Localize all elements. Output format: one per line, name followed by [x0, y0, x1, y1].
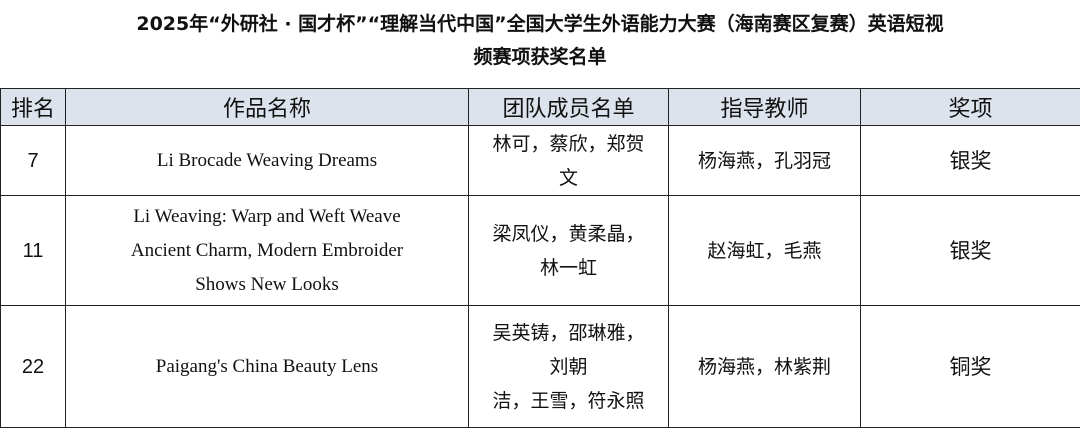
work-line: Paigang's China Beauty Lens	[70, 350, 464, 384]
advisors-cell: 杨海燕，林紫荆	[669, 306, 861, 428]
header-row: 排名 作品名称 团队成员名单 指导教师 奖项	[1, 89, 1080, 126]
advisors-cell: 赵海虹，毛燕	[669, 196, 861, 306]
work-line: Li Weaving: Warp and Weft Weave	[70, 200, 464, 234]
members-line: 洁，王雪，符永照	[473, 384, 664, 418]
title-line: 频赛项获奖名单	[0, 41, 1080, 74]
award-cell: 银奖	[861, 126, 1080, 196]
work-cell: Paigang's China Beauty Lens	[66, 306, 469, 428]
document-title: 2025年“外研社 · 国才杯”“理解当代中国”全国大学生外语能力大赛（海南赛区…	[0, 8, 1080, 74]
members-line: 梁凤仪，黄柔晶，	[473, 217, 664, 251]
header-rank: 排名	[1, 89, 66, 126]
advisors-cell: 杨海燕，孔羽冠	[669, 126, 861, 196]
members-cell: 吴英铸，邵琳雅，刘朝洁，王雪，符永照	[469, 306, 669, 428]
table-row: 22 Paigang's China Beauty Lens 吴英铸，邵琳雅，刘…	[1, 306, 1080, 428]
rank-cell: 7	[1, 126, 66, 196]
header-advisors: 指导教师	[669, 89, 861, 126]
award-cell: 铜奖	[861, 306, 1080, 428]
members-line: 吴英铸，邵琳雅，	[473, 316, 664, 350]
members-line: 林一虹	[473, 251, 664, 285]
table-row: 7 Li Brocade Weaving Dreams 林可，蔡欣，郑贺文 杨海…	[1, 126, 1080, 196]
members-cell: 梁凤仪，黄柔晶，林一虹	[469, 196, 669, 306]
members-cell: 林可，蔡欣，郑贺文	[469, 126, 669, 196]
header-work: 作品名称	[66, 89, 469, 126]
work-cell: Li Brocade Weaving Dreams	[66, 126, 469, 196]
work-line: Li Brocade Weaving Dreams	[70, 144, 464, 178]
work-line: Ancient Charm, Modern Embroider	[70, 234, 464, 268]
members-line: 刘朝	[473, 350, 664, 384]
awards-table: 排名 作品名称 团队成员名单 指导教师 奖项 7 Li Brocade Weav…	[0, 88, 1080, 428]
work-line: Shows New Looks	[70, 268, 464, 302]
members-line: 文	[473, 161, 664, 195]
rank-cell: 22	[1, 306, 66, 428]
header-members: 团队成员名单	[469, 89, 669, 126]
header-award: 奖项	[861, 89, 1080, 126]
award-cell: 银奖	[861, 196, 1080, 306]
members-line: 林可，蔡欣，郑贺	[473, 127, 664, 161]
title-line: 2025年“外研社 · 国才杯”“理解当代中国”全国大学生外语能力大赛（海南赛区…	[0, 8, 1080, 41]
rank-cell: 11	[1, 196, 66, 306]
